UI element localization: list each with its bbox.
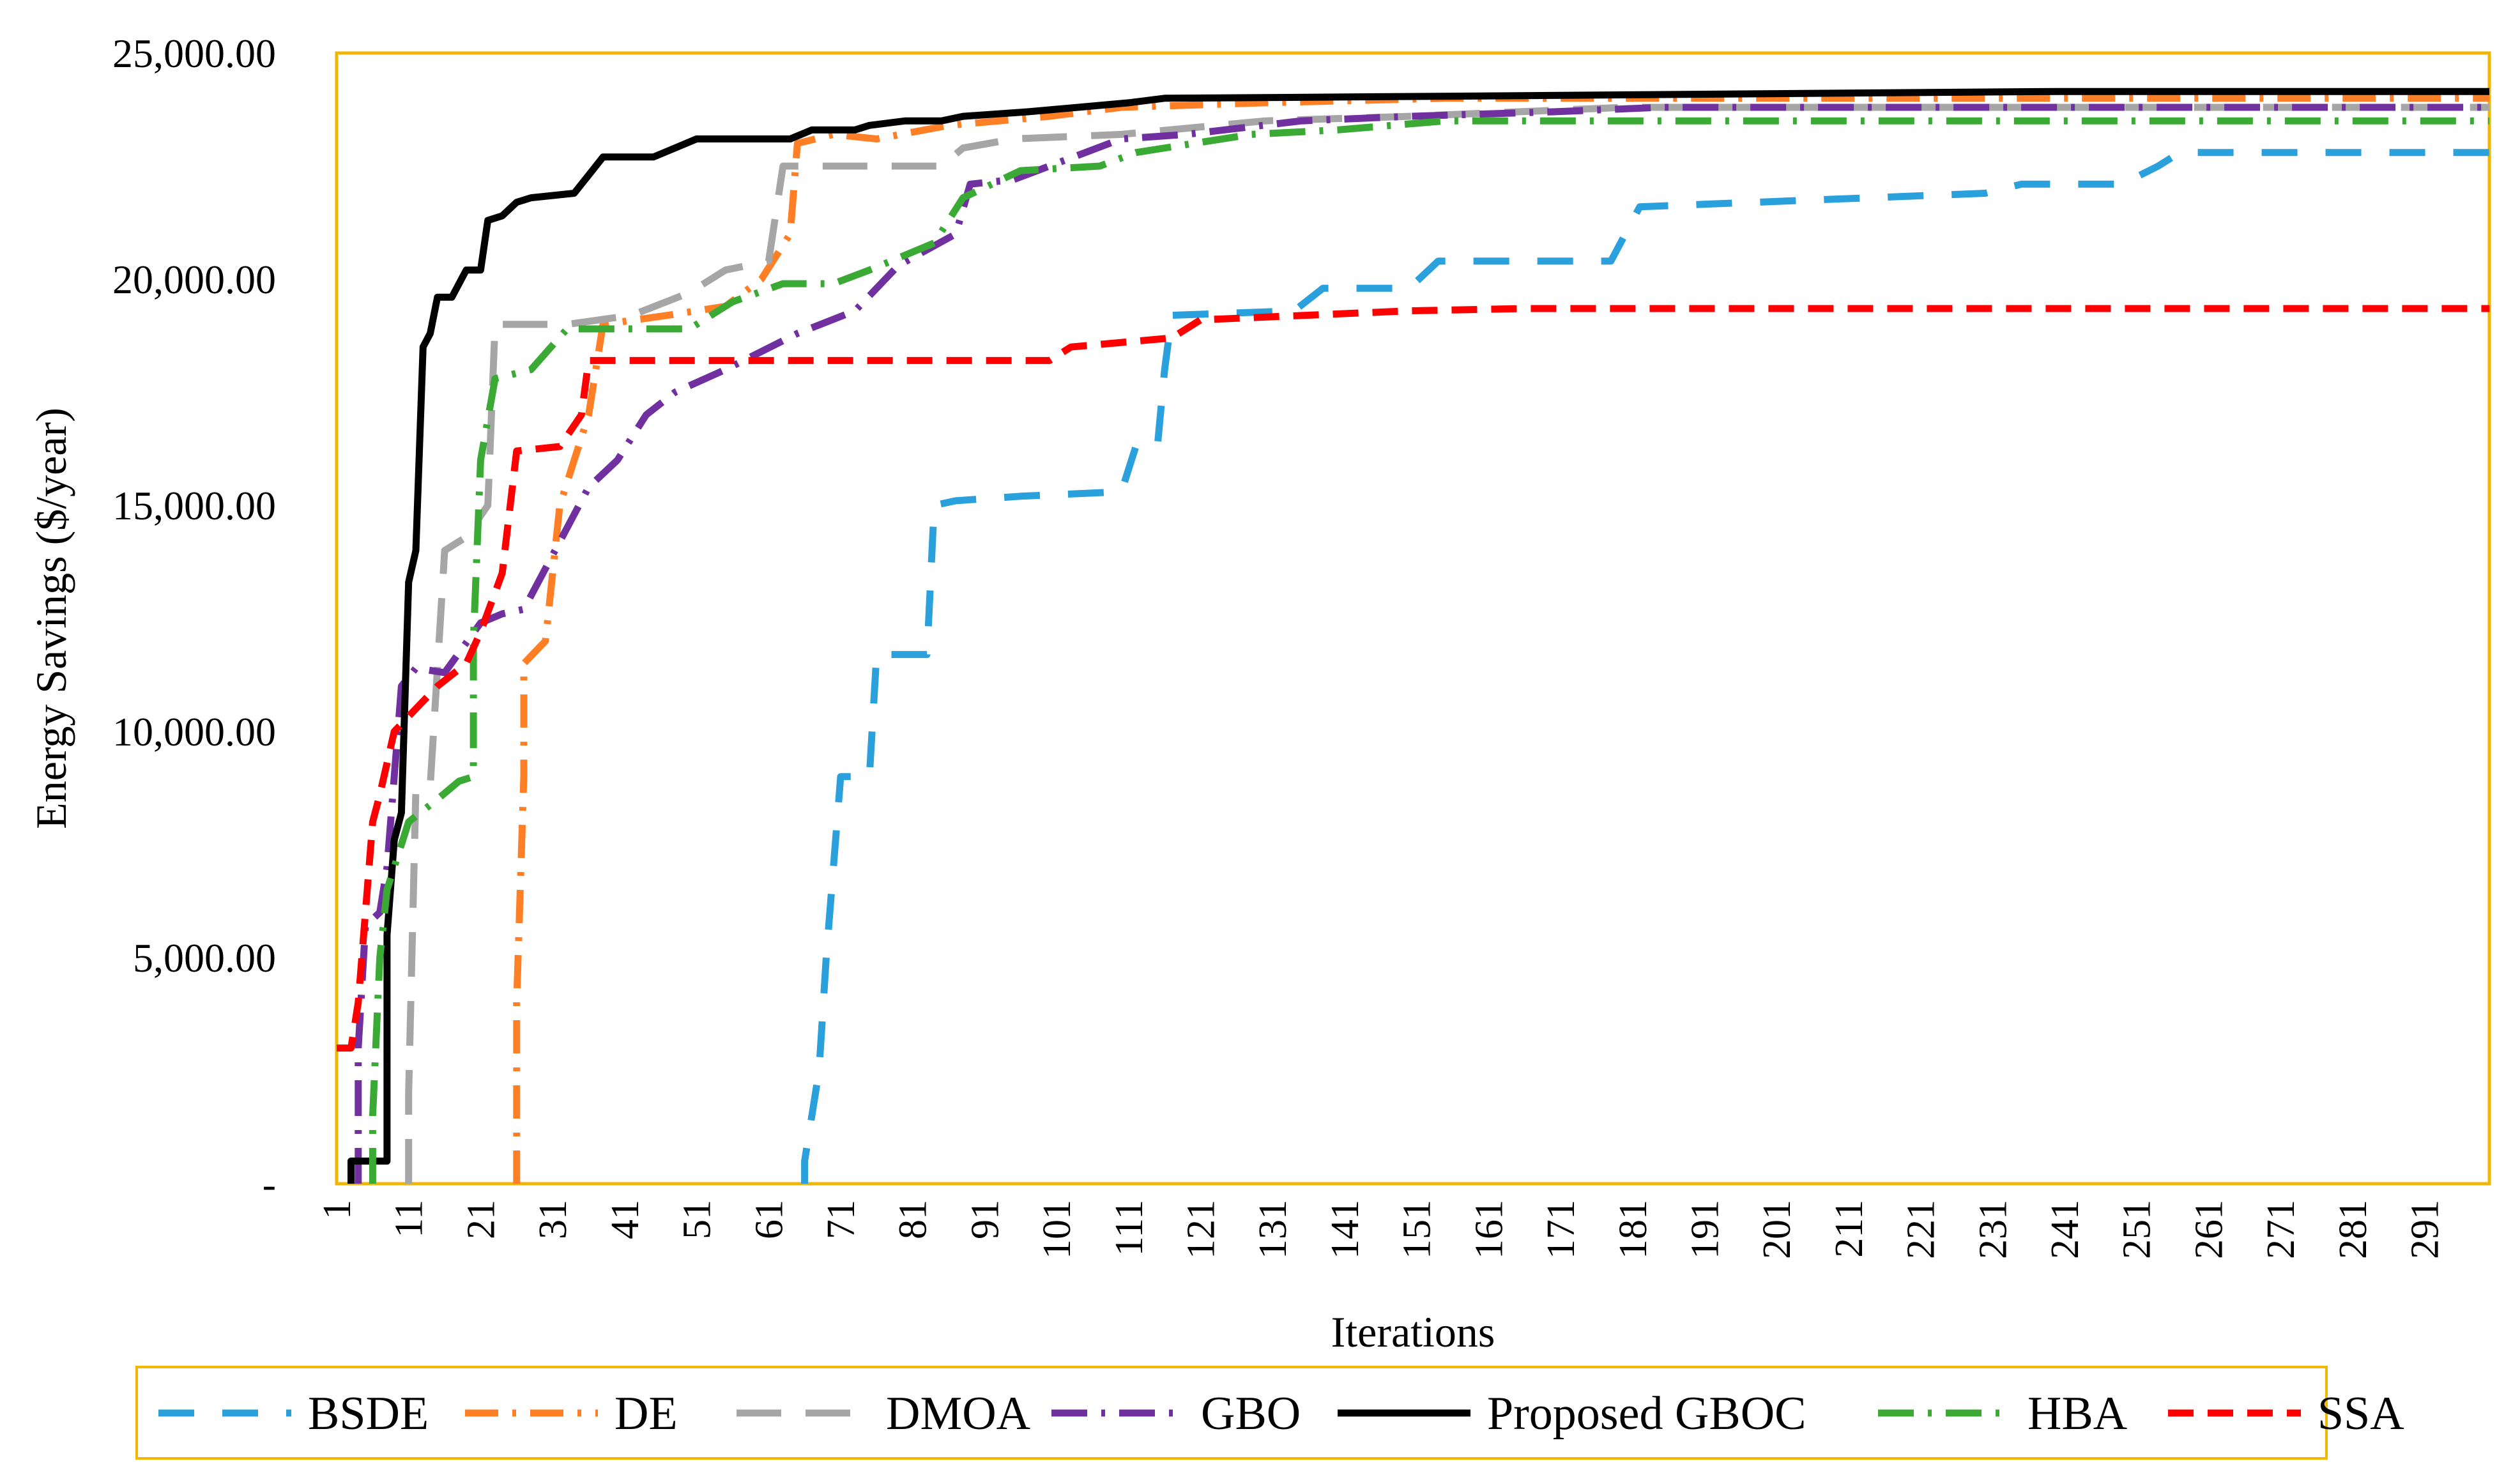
x-tick-label: 131	[1251, 1200, 1295, 1259]
y-axis-title: Energy Savings ($/year)	[27, 408, 75, 829]
x-tick-label: 251	[2116, 1200, 2159, 1259]
y-axis-ticks: - 5,000.00 10,000.00 15,000.00 20,000.00 25,0…	[112, 31, 276, 1207]
x-tick-label: 61	[747, 1200, 791, 1239]
series-line-proposed-gboc	[347, 88, 2489, 1184]
y-tick-label: 25,000.00	[112, 31, 276, 76]
x-tick-label: 101	[1035, 1200, 1079, 1259]
x-tick-label: 41	[604, 1200, 647, 1239]
legend-label-bsde: BSDE	[308, 1387, 429, 1440]
legend-label-ssa: SSA	[2318, 1387, 2404, 1440]
x-tick-label: 81	[892, 1200, 935, 1239]
x-tick-label: 241	[2043, 1200, 2087, 1259]
x-tick-label: 151	[1396, 1200, 1439, 1259]
x-tick-label: 271	[2259, 1200, 2303, 1259]
series-layer	[337, 88, 2489, 1184]
x-tick-label: 121	[1180, 1200, 1223, 1259]
series-line-gbo	[355, 103, 2489, 1184]
x-tick-label: 31	[531, 1200, 575, 1239]
series-line-dmoa	[405, 103, 2489, 1184]
y-tick-label: 10,000.00	[112, 709, 276, 754]
x-tick-label: 171	[1539, 1200, 1583, 1259]
series-line-de	[513, 95, 2489, 1184]
x-tick-label: 21	[459, 1200, 503, 1239]
x-tick-label: 281	[2332, 1200, 2375, 1259]
x-tick-label: 111	[1108, 1200, 1151, 1256]
x-tick-label: 161	[1467, 1200, 1511, 1259]
x-tick-label: 191	[1683, 1200, 1727, 1259]
x-tick-label: 71	[820, 1200, 863, 1239]
x-axis-ticks: 1 11 21 31 41 51 61 71 81 91 101 111 121 131 141 151 161…	[316, 1200, 2447, 1259]
x-tick-label: 141	[1324, 1200, 1367, 1259]
x-tick-label: 261	[2187, 1200, 2231, 1259]
legend-label-gbo: GBO	[1201, 1387, 1301, 1440]
x-tick-label: 51	[676, 1200, 719, 1239]
y-tick-label: 5,000.00	[133, 935, 276, 981]
x-axis-title: Iterations	[1331, 1308, 1495, 1356]
legend-label-proposed-gboc: Proposed GBOC	[1487, 1387, 1806, 1440]
x-tick-label: 221	[1900, 1200, 1943, 1259]
x-tick-label: 181	[1612, 1200, 1655, 1259]
x-tick-label: 1	[316, 1200, 359, 1219]
plot-area-border	[335, 51, 2491, 1186]
x-tick-label: 211	[1828, 1200, 1871, 1258]
legend: BSDE DE DMOA GBO Proposed GBOC HBA SSA	[135, 1366, 2404, 1460]
y-tick-label: 15,000.00	[112, 483, 276, 528]
x-tick-label: 201	[1755, 1200, 1799, 1259]
x-tick-label: 91	[963, 1200, 1007, 1239]
x-tick-label: 291	[2404, 1200, 2447, 1259]
legend-label-de: DE	[615, 1387, 678, 1440]
y-tick-label: 20,000.00	[112, 257, 276, 302]
x-tick-label: 11	[388, 1200, 431, 1238]
y-tick-label: -	[263, 1161, 276, 1207]
legend-border	[135, 1366, 2328, 1460]
legend-label-hba: HBA	[2027, 1387, 2127, 1440]
x-tick-label: 231	[1971, 1200, 2015, 1259]
legend-label-dmoa: DMOA	[886, 1387, 1030, 1440]
